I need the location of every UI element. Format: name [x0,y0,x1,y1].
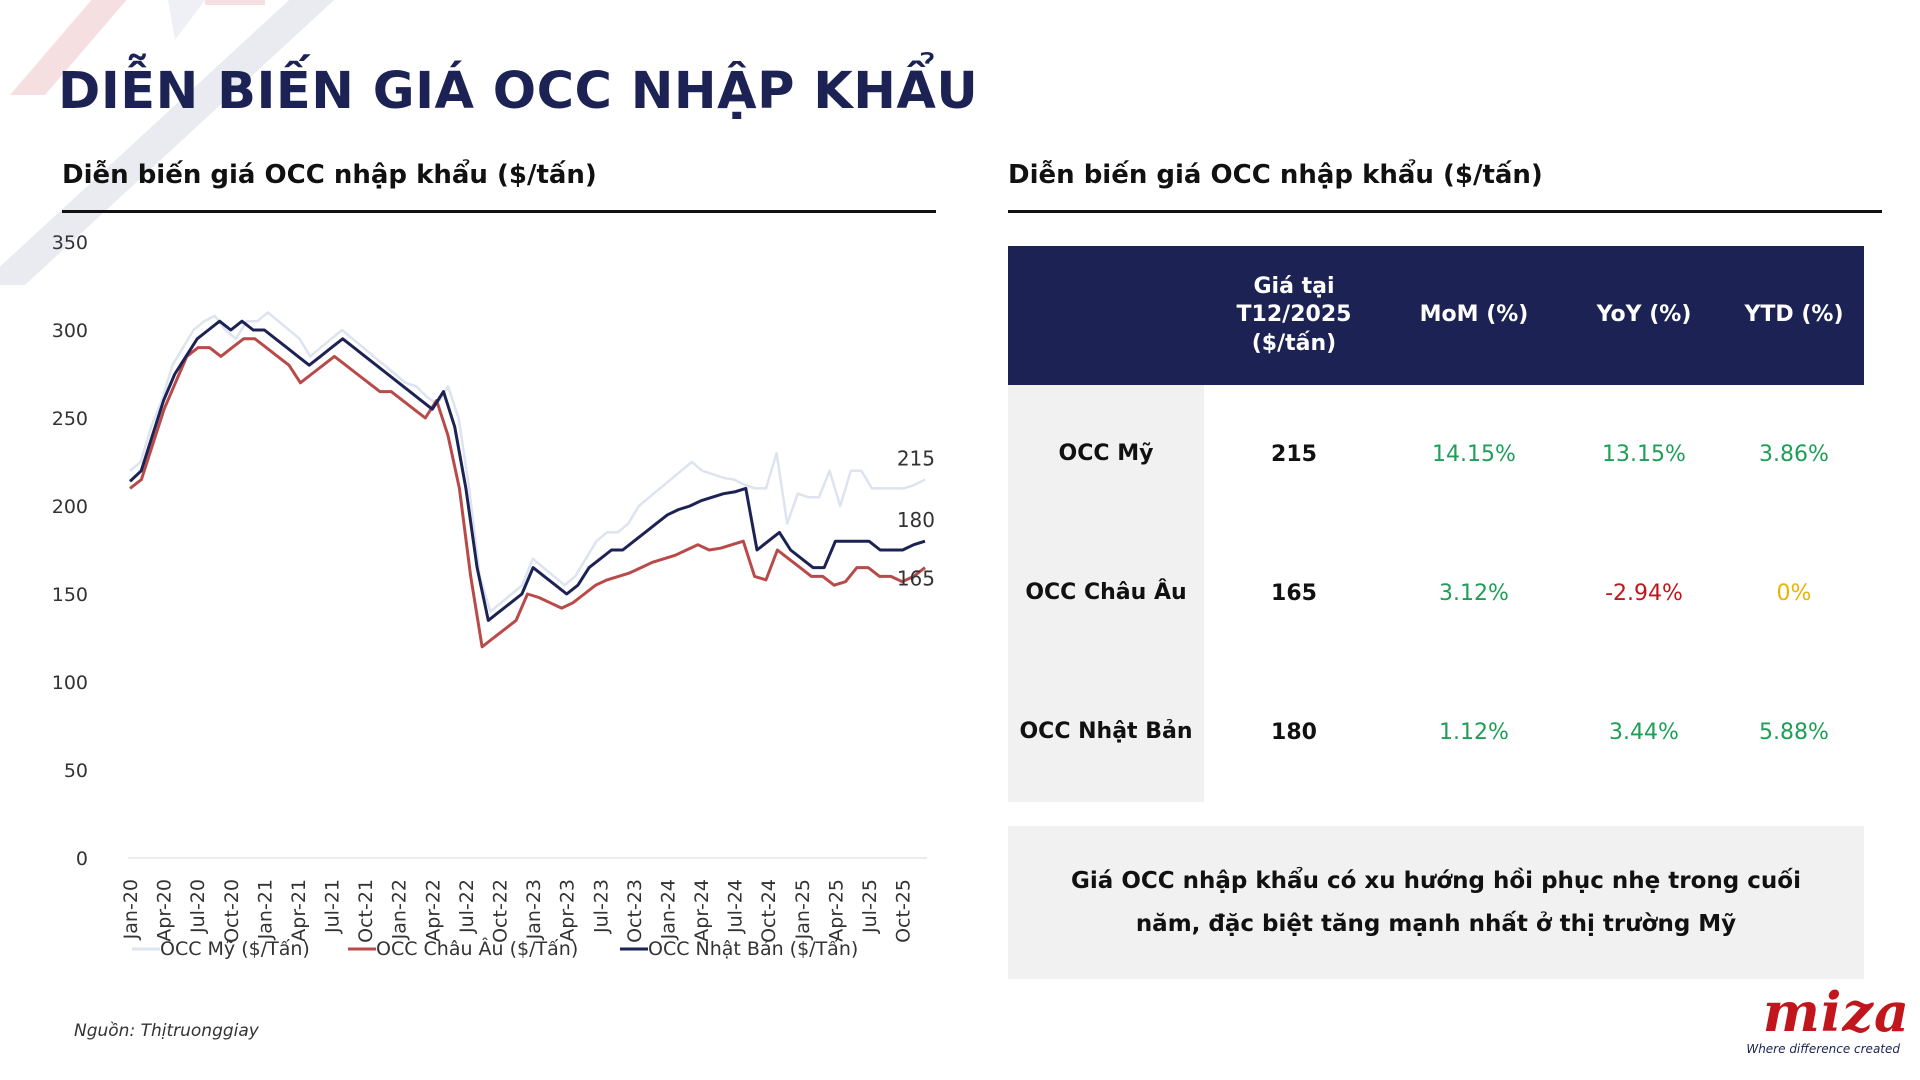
legend-label: OCC Châu Âu ($/Tấn) [376,937,578,960]
x-tick-label: Jul-22 [456,879,478,934]
source-caption: Nguồn: Thịtruonggiay [74,1021,259,1041]
x-tick-label: Jul-23 [590,879,612,934]
x-tick-label: Apr-25 [825,879,847,942]
series-line [129,337,926,649]
summary-note: Giá OCC nhập khẩu có xu hướng hồi phục n… [1008,826,1864,979]
x-tick-label: Jan-23 [523,879,545,940]
yoy-cell: 3.44% [1609,720,1679,745]
ytd-cell: 0% [1776,581,1812,606]
x-tick-label: Jan-20 [120,879,142,940]
page-title: DIỄN BIẾN GIÁ OCC NHẬP KHẨU [58,62,979,121]
miza-logo: miza Where difference created [1728,980,1910,1056]
x-tick-label: Jan-24 [657,879,679,940]
yoy-cell: -2.94% [1605,581,1683,606]
series-end-label: 180 [897,508,935,532]
yoy-cell: 13.15% [1602,442,1686,467]
table-header-row: Giá tại T12/2025 ($/tấn) MoM (%) YoY (%)… [1008,246,1864,385]
x-tick-label: Jan-21 [254,879,276,940]
mom-cell: 1.12% [1439,720,1509,745]
x-tick-label: Jan-25 [792,879,814,940]
mom-cell: 14.15% [1432,442,1516,467]
series-end-label: 165 [897,567,935,591]
y-tick-label: 250 [52,408,88,430]
x-tick-label: Jul-21 [322,879,344,934]
row-label-occ-chau-au: OCC Châu Âu [1008,524,1204,663]
x-tick-label: Apr-20 [154,879,176,942]
price-summary-table: Giá tại T12/2025 ($/tấn) MoM (%) YoY (%)… [1008,246,1864,802]
logo-wordmark: miza [1762,980,1910,1044]
x-tick-label: Apr-21 [288,879,310,942]
x-tick-label: Apr-23 [557,879,579,942]
series-end-label: 215 [897,447,935,471]
ytd-cell: 5.88% [1759,720,1829,745]
y-tick-label: 200 [52,496,88,518]
series-line [128,319,926,622]
y-tick-label: 50 [64,760,88,782]
x-tick-label: Jul-20 [187,879,209,934]
table-section-title: Diễn biến giá OCC nhập khẩu ($/tấn) [1008,160,1543,190]
header-ytd: YTD (%) [1724,246,1864,385]
series-line [129,311,926,613]
y-tick-label: 350 [52,232,88,254]
x-tick-label: Oct-23 [624,879,646,943]
x-tick-label: Jul-25 [859,879,881,934]
header-yoy: YoY (%) [1564,246,1724,385]
occ-price-line-chart: 0 50 100 150 200 250 300 350 Jan-20 Apr-20 Jul-20 O… [52,232,935,960]
header-mom: MoM (%) [1384,246,1564,385]
table-row: OCC Nhật Bản 180 1.12% 3.44% 5.88% [1008,663,1864,802]
x-tick-label: Jul-24 [725,879,747,934]
header-blank [1008,246,1204,385]
x-tick-label: Apr-22 [422,879,444,942]
x-tick-label: Apr-24 [691,879,713,942]
row-label-occ-my: OCC Mỹ [1008,385,1204,524]
table-title-divider [1008,210,1882,213]
x-tick-label: Oct-25 [893,879,915,943]
summary-note-text: Giá OCC nhập khẩu có xu hướng hồi phục n… [1071,867,1801,937]
y-tick-label: 300 [52,320,88,342]
y-tick-label: 0 [76,848,88,870]
x-tick-label: Oct-21 [355,879,377,943]
x-tick-label: Oct-24 [758,879,780,943]
chart-section-title: Diễn biến giá OCC nhập khẩu ($/tấn) [62,160,597,190]
x-tick-label: Oct-22 [490,879,512,943]
legend-label: OCC Mỹ ($/Tấn) [160,938,310,960]
decorative-stripes [0,0,335,285]
ytd-cell: 3.86% [1759,442,1829,467]
price-cell: 165 [1271,581,1317,606]
mom-cell: 3.12% [1439,581,1509,606]
price-cell: 215 [1271,442,1317,467]
y-tick-label: 150 [52,584,88,606]
table-row: OCC Mỹ 215 14.15% 13.15% 3.86% [1008,385,1864,524]
price-cell: 180 [1271,720,1317,745]
header-price: Giá tại T12/2025 ($/tấn) [1204,246,1384,385]
legend-label: OCC Nhật Bản ($/Tấn) [648,938,858,960]
x-tick-label: Jan-22 [389,879,411,940]
logo-tagline: Where difference created [1746,1042,1900,1056]
x-tick-label: Oct-20 [221,879,243,943]
y-tick-label: 100 [52,672,88,694]
chart-title-divider [62,210,936,213]
row-label-occ-nhat-ban: OCC Nhật Bản [1008,663,1204,802]
table-row: OCC Châu Âu 165 3.12% -2.94% 0% [1008,524,1864,663]
